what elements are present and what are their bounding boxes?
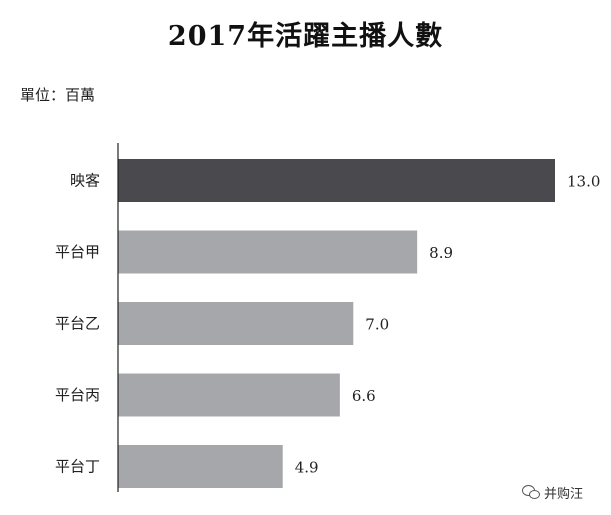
category-label-2: 平台甲 <box>55 243 100 261</box>
bar-5 <box>118 445 283 488</box>
bar-4 <box>118 373 340 417</box>
category-label-4: 平台丙 <box>55 386 100 404</box>
bar-2 <box>118 230 418 274</box>
watermark-text: 并购汪 <box>544 486 584 502</box>
bar-1 <box>118 159 555 202</box>
value-label-1: 13.0 <box>567 173 600 191</box>
category-label-5: 平台丁 <box>55 458 100 476</box>
value-label-4: 6.6 <box>352 387 376 405</box>
watermark: 并购汪 <box>522 482 583 502</box>
bar-3 <box>118 302 354 345</box>
category-label-3: 平台乙 <box>55 315 100 333</box>
wechat-icon <box>522 485 540 499</box>
category-label-1: 映客 <box>70 172 100 190</box>
unit-label: 單位：百萬 <box>20 86 96 104</box>
value-label-3: 7.0 <box>365 316 389 334</box>
value-label-5: 4.9 <box>295 459 319 477</box>
chart-title: 2017年活躍主播人數 <box>167 21 444 52</box>
value-label-2: 8.9 <box>429 244 453 262</box>
